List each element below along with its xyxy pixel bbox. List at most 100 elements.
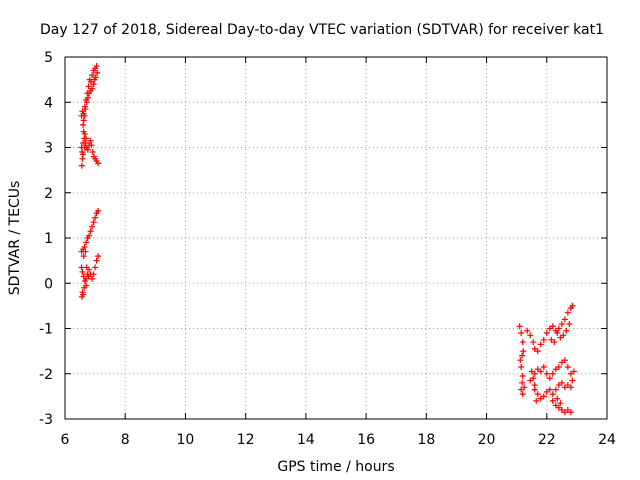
grid (65, 57, 607, 419)
data-point (88, 142, 95, 149)
data-point (564, 363, 571, 370)
data-point (519, 391, 526, 398)
data-point (561, 357, 568, 364)
data-point (546, 375, 553, 382)
data-point (84, 94, 91, 101)
data-point (89, 72, 96, 79)
y-tick-label: 5 (44, 50, 53, 66)
data-point (530, 339, 537, 346)
data-point (83, 239, 90, 246)
chart-title: Day 127 of 2018, Sidereal Day-to-day VTE… (40, 22, 604, 38)
y-tick-label: 2 (44, 186, 53, 202)
data-point (524, 327, 531, 334)
data-point (567, 384, 574, 391)
data-point (518, 363, 525, 370)
data-point (533, 397, 540, 404)
data-point (557, 334, 564, 341)
data-point (554, 330, 561, 337)
data-point (81, 130, 88, 137)
plot-frame (64, 56, 608, 420)
data-point (81, 112, 88, 119)
data-point (564, 309, 571, 316)
data-point (555, 363, 562, 370)
data-point (80, 121, 87, 128)
data-point (530, 375, 537, 382)
data-point (81, 284, 88, 291)
x-tick-label: 8 (121, 432, 130, 448)
x-tick-label: 16 (357, 432, 375, 448)
data-point (558, 406, 565, 413)
data-point (543, 330, 550, 337)
data-point (86, 90, 93, 97)
data-point (521, 384, 528, 391)
data-point (552, 402, 559, 409)
data-point (555, 404, 562, 411)
data-point (560, 332, 567, 339)
data-point (82, 248, 89, 255)
x-axis-label: GPS time / hours (277, 459, 394, 475)
data-point (90, 271, 97, 278)
series-1 (78, 63, 102, 300)
data-point (82, 106, 89, 113)
data-point (518, 330, 525, 337)
y-axis-label: SDTVAR / TECUs (7, 181, 23, 296)
data-point (95, 253, 102, 260)
data-point (518, 386, 525, 393)
data-point (534, 366, 541, 373)
data-point (567, 370, 574, 377)
data-point (89, 275, 96, 282)
data-point (519, 373, 526, 380)
data-point (527, 332, 534, 339)
data-point (92, 264, 99, 271)
y-tick-label: -2 (39, 367, 53, 383)
data-point (537, 341, 544, 348)
data-point (89, 223, 96, 230)
x-tick-label: 14 (297, 432, 315, 448)
data-point (85, 83, 92, 90)
data-point (531, 386, 538, 393)
data-point (552, 366, 559, 373)
data-point (555, 325, 562, 332)
data-point (563, 327, 570, 334)
data-point (83, 135, 90, 142)
x-tick-label: 18 (417, 432, 435, 448)
data-point (549, 323, 556, 330)
data-point (95, 207, 102, 214)
data-point (537, 395, 544, 402)
x-tick-label: 20 (478, 432, 496, 448)
data-point (558, 379, 565, 386)
data-point (546, 325, 553, 332)
y-tick-label: 4 (44, 95, 53, 111)
data-point (87, 137, 94, 144)
data-point (543, 388, 550, 395)
data-point (517, 357, 524, 364)
y-tick-label: 3 (44, 141, 53, 157)
data-point (557, 400, 564, 407)
series-2 (516, 302, 577, 416)
data-point (89, 149, 96, 156)
data-point (80, 151, 87, 158)
data-point (82, 139, 89, 146)
data-point (80, 253, 87, 260)
data-point (80, 117, 87, 124)
data-point (81, 144, 88, 151)
data-point (558, 320, 565, 327)
data-point (92, 214, 99, 221)
x-tick-label: 24 (598, 432, 616, 448)
data-point (561, 409, 568, 416)
data-point (561, 316, 568, 323)
data-point (91, 76, 98, 83)
data-point (95, 160, 102, 167)
data-point (93, 257, 100, 264)
data-point (555, 382, 562, 389)
data-point (85, 273, 92, 280)
data-point (534, 391, 541, 398)
data-point (548, 336, 555, 343)
data-point (561, 384, 568, 391)
y-tick-label: -1 (39, 322, 53, 338)
data-point (519, 339, 526, 346)
data-point (570, 368, 577, 375)
data-point (540, 393, 547, 400)
